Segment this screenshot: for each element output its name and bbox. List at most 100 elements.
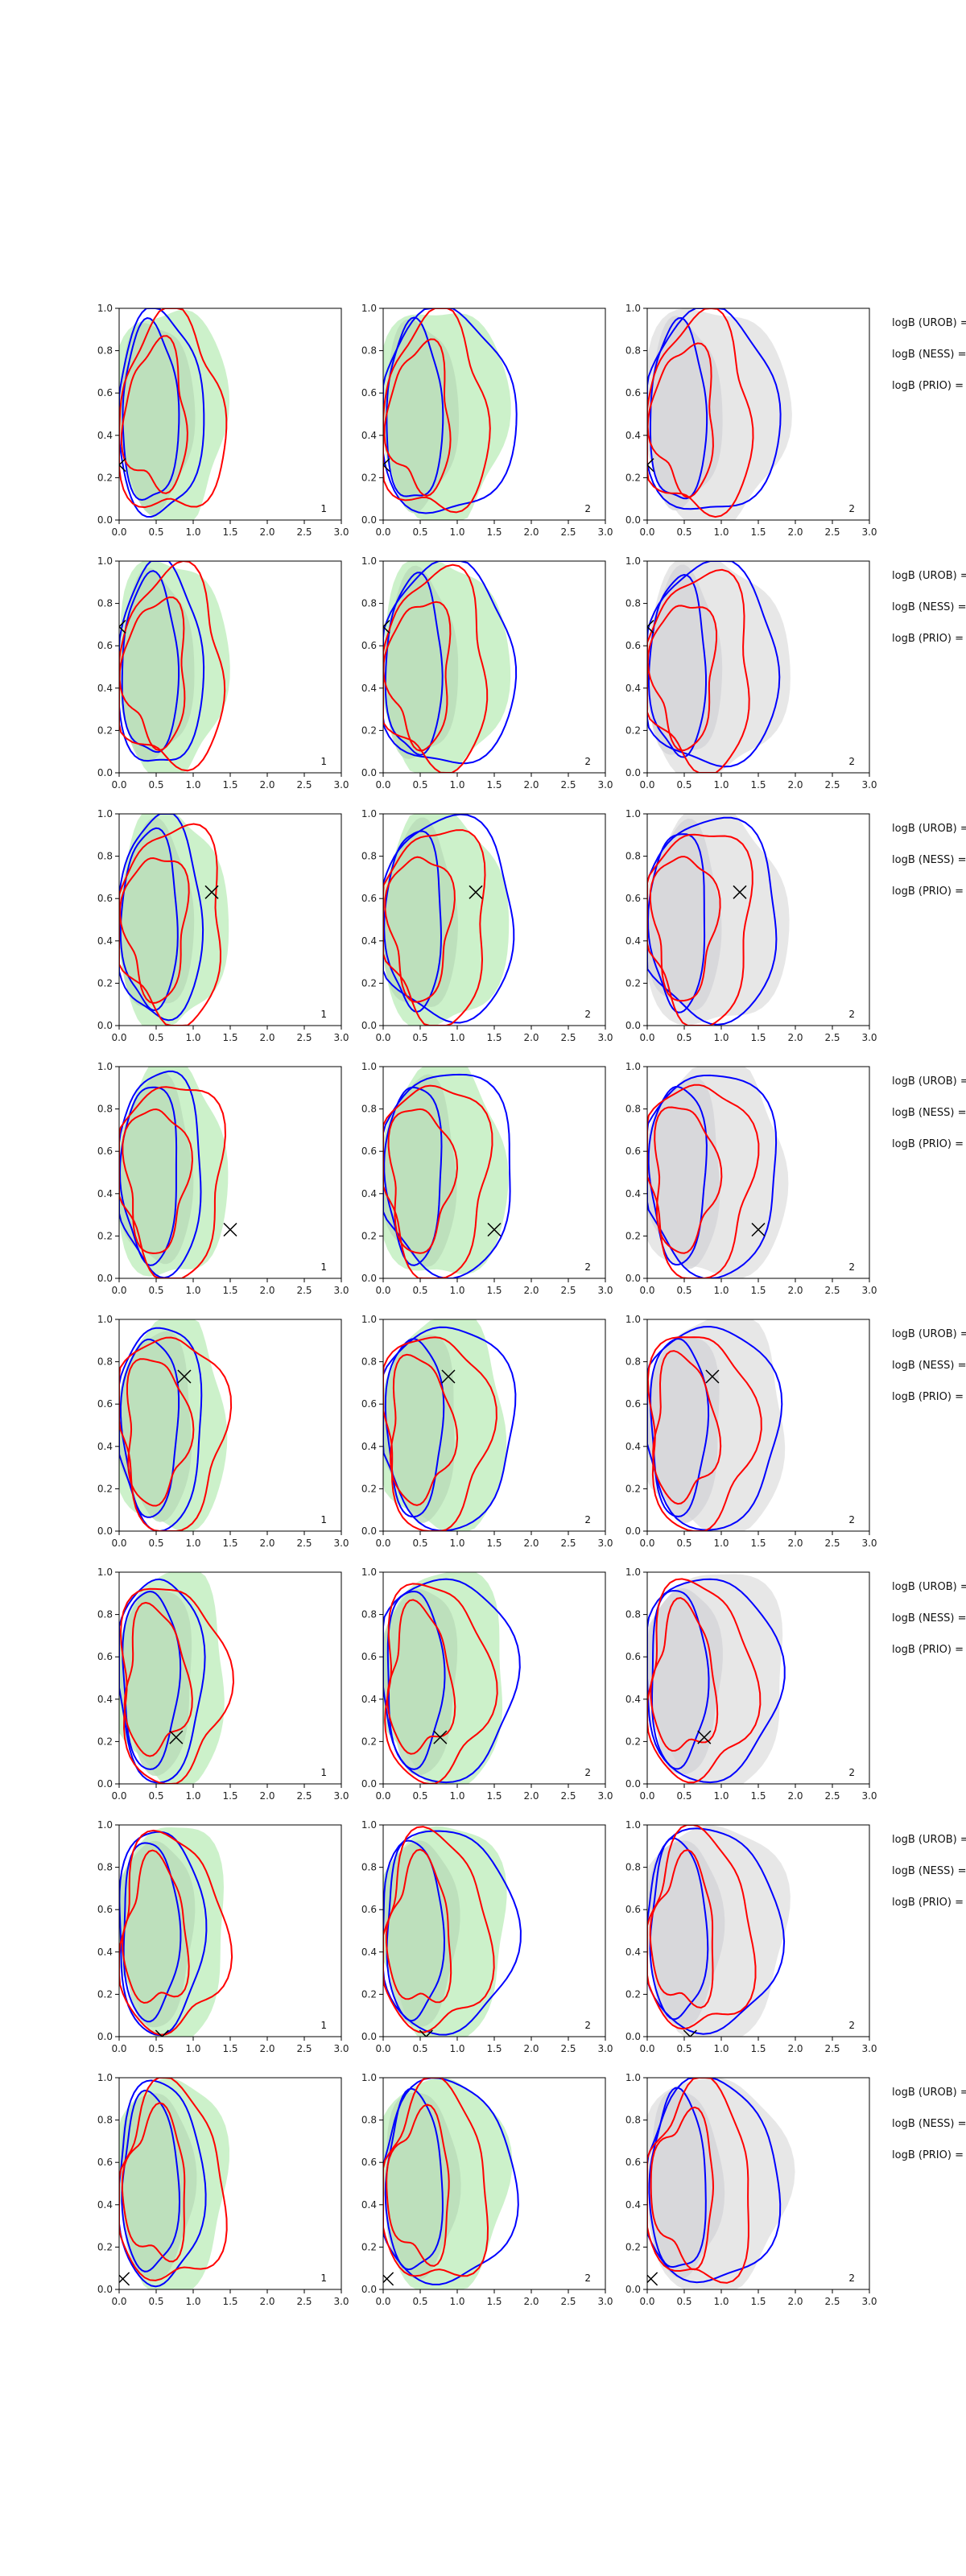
x-tick-label: 3.0 [861,1032,877,1043]
red-contour-outer [119,1336,233,1531]
x-tick-label: 2.5 [296,2043,312,2054]
y-tick-label: 0.2 [361,1736,377,1747]
x-tick-label: 0.0 [111,779,126,791]
y-tick-label: 1.0 [97,1061,113,1072]
x-tick-label: 2.5 [296,2296,312,2307]
x-tick-label: 2.5 [560,526,576,538]
y-tick-label: 0.8 [97,2115,113,2126]
x-tick-label: 2.0 [259,2296,275,2307]
y-tick-label: 0.2 [97,724,113,736]
x-tick-label: 0.5 [676,2296,691,2307]
x-tick-label: 2.0 [523,1790,539,1802]
blue-contour [383,1073,511,1278]
x-tick-label: 0.5 [676,526,691,538]
y-tick-label: 0.0 [361,514,377,526]
panel-label: 1 [320,1009,327,1020]
y-tick-label: 0.8 [97,1104,113,1115]
x-tick-label: 2.5 [560,2043,576,2054]
x-tick-label: 0.0 [639,779,654,791]
x-tick-label: 0.0 [639,1538,654,1549]
y-tick-label: 1.0 [361,303,377,314]
x-tick-label: 2.5 [824,526,840,538]
marker-x [751,1222,766,1237]
panel-label: 2 [848,756,855,767]
marker-x [683,2029,697,2037]
y-tick-label: 0.4 [625,1188,641,1199]
x-tick-label: 3.0 [597,1285,613,1296]
y-tick-label: 0.2 [625,1736,641,1747]
y-tick-label: 1.0 [97,303,113,314]
y-tick-label: 0.4 [625,1946,641,1958]
blue-contour [119,561,205,762]
x-tick-label: 1.0 [449,526,464,538]
blue-contour-inner [649,316,708,500]
marker-x [733,885,747,899]
marker-x [697,1730,712,1744]
y-tick-label: 0.8 [625,1104,641,1115]
red-contour-inner [383,338,452,497]
x-tick-label: 2.0 [523,1538,539,1549]
panel-r8-c2: 0.0 0.5 1.0 1.5 2.0 2.5 3.0 0.0 0.2 0.4 0.6 0.8 1.0 2 [361,2072,613,2307]
panel-r2-c1: 0.0 0.5 1.0 1.5 2.0 2.5 3.0 0.0 0.2 0.4 0.6 0.8 1.0 1 [97,555,349,791]
y-tick-label: 0.6 [97,1904,113,1915]
y-tick-label: 1.0 [97,1819,113,1831]
y-tick-label: 0.8 [97,1862,113,1873]
x-tick-label: 1.5 [222,779,237,791]
y-tick-label: 0.6 [361,1146,377,1157]
y-tick-label: 0.4 [97,935,113,947]
x-tick-label: 0.5 [412,1538,427,1549]
panel-r6-c3: 0.0 0.5 1.0 1.5 2.0 2.5 3.0 0.0 0.2 0.4 0.6 0.8 1.0 2 [625,1567,877,1802]
x-tick-label: 3.0 [861,1538,877,1549]
x-tick-label: 0.0 [375,2296,390,2307]
panel-label: 2 [848,1261,855,1273]
x-tick-label: 0.5 [412,2296,427,2307]
y-tick-label: 0.0 [97,2031,113,2042]
y-tick-label: 0.8 [361,2115,377,2126]
x-tick-label: 3.0 [861,1790,877,1802]
x-tick-label: 1.5 [222,1790,237,1802]
x-tick-label: 1.5 [750,779,766,791]
panel-r3-c1: 0.0 0.5 1.0 1.5 2.0 2.5 3.0 0.0 0.2 0.4 0.6 0.8 1.0 1 [97,808,349,1043]
y-tick-label: 1.0 [97,1567,113,1578]
x-tick-label: 2.5 [296,779,312,791]
y-tick-label: 0.2 [361,1988,377,2000]
y-tick-label: 0.6 [361,1398,377,1410]
x-tick-label: 1.0 [713,2296,729,2307]
y-tick-label: 1.0 [625,2072,641,2083]
panel-r4-c2: 0.0 0.5 1.0 1.5 2.0 2.5 3.0 0.0 0.2 0.4 0.6 0.8 1.0 2 [361,1061,613,1296]
side-label: logB (PRIO) = [892,1138,964,1150]
y-tick-label: 0.0 [625,514,641,526]
blue-contour-inner [122,317,180,502]
y-tick-label: 1.0 [361,1314,377,1325]
panel-r5-c1: 0.0 0.5 1.0 1.5 2.0 2.5 3.0 0.0 0.2 0.4 0.6 0.8 1.0 1 [97,1314,349,1549]
marker-x [419,2029,433,2037]
marker-x [705,1369,720,1384]
x-tick-label: 2.5 [296,1538,312,1549]
x-tick-label: 1.5 [222,526,237,538]
x-tick-label: 0.5 [676,1538,691,1549]
panel-r2-c2: 0.0 0.5 1.0 1.5 2.0 2.5 3.0 0.0 0.2 0.4 0.6 0.8 1.0 2 [361,555,613,791]
panel-label: 1 [320,1514,327,1525]
y-tick-label: 1.0 [361,1819,377,1831]
x-tick-label: 2.5 [824,1285,840,1296]
inner-density-fill [647,1336,720,1524]
y-tick-label: 0.4 [97,1946,113,1958]
panel-r4-c3: 0.0 0.5 1.0 1.5 2.0 2.5 3.0 0.0 0.2 0.4 0.6 0.8 1.0 2 [625,1061,877,1296]
x-tick-label: 1.0 [713,779,729,791]
red-contour-outer [119,823,222,1026]
x-tick-label: 2.0 [523,2043,539,2054]
red-contour-inner [385,1848,452,2004]
x-tick-label: 0.5 [148,1032,163,1043]
x-tick-label: 0.5 [676,779,691,791]
y-tick-label: 0.8 [97,1356,113,1368]
y-tick-label: 0.6 [97,387,113,398]
x-tick-label: 1.0 [449,1285,464,1296]
side-label: logB (UROB) = [892,570,966,582]
marker-x [119,458,126,473]
y-tick-label: 0.4 [625,935,641,947]
y-tick-label: 1.0 [97,555,113,567]
x-tick-label: 2.0 [787,1790,803,1802]
side-label: logB (NESS) = [892,1107,966,1119]
y-tick-label: 1.0 [625,1314,641,1325]
